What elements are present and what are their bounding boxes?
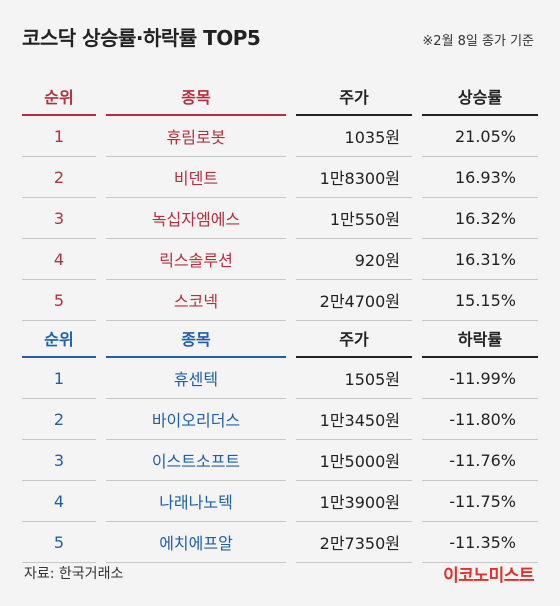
rate-header: 상승률 <box>422 78 538 116</box>
rank-header: 순위 <box>22 320 96 358</box>
rank-cell: 5 <box>22 522 96 563</box>
rank-cell: 5 <box>22 280 96 321</box>
price-cell: 1035원 <box>296 116 412 157</box>
rank-cell: 4 <box>22 239 96 280</box>
price-cell: 920원 <box>296 239 412 280</box>
brand-logo: 이코노미스트 <box>443 566 534 586</box>
name-cell: 릭스솔루션 <box>106 239 286 280</box>
name-cell: 휴림로봇 <box>106 116 286 157</box>
rate-cell: -11.76% <box>422 440 538 481</box>
rate-cell: 16.32% <box>422 198 538 239</box>
table-row: 1 휴림로봇 1035원 21.05% <box>22 116 538 157</box>
source-note: 자료: 한국거래소 <box>24 566 124 582</box>
rank-header: 순위 <box>22 78 96 116</box>
price-header: 주가 <box>296 78 412 116</box>
rate-cell: -11.35% <box>422 522 538 563</box>
name-cell: 녹십자엠에스 <box>106 198 286 239</box>
rate-cell: 15.15% <box>422 280 538 321</box>
rank-cell: 3 <box>22 198 96 239</box>
page-title: 코스닥 상승률·하락률 TOP5 <box>22 26 261 50</box>
name-cell: 비덴트 <box>106 157 286 198</box>
rank-cell: 1 <box>22 358 96 399</box>
table-row: 1 휴센텍 1505원 -11.99% <box>22 358 538 399</box>
price-cell: 1만5000원 <box>296 440 412 481</box>
gainers-header-row: 순위 종목 주가 상승률 <box>22 78 538 116</box>
name-cell: 스코넥 <box>106 280 286 321</box>
name-cell: 이스트소프트 <box>106 440 286 481</box>
rank-cell: 2 <box>22 399 96 440</box>
price-cell: 1만3450원 <box>296 399 412 440</box>
table-row: 4 릭스솔루션 920원 16.31% <box>22 239 538 280</box>
rate-cell: -11.99% <box>422 358 538 399</box>
losers-table: 순위 종목 주가 하락률 1 휴센텍 1505원 -11.99% 2 바이오리더스 1만34… <box>22 320 538 563</box>
price-cell: 2만7350원 <box>296 522 412 563</box>
rank-cell: 3 <box>22 440 96 481</box>
rate-header: 하락률 <box>422 320 538 358</box>
price-cell: 1만3900원 <box>296 481 412 522</box>
rate-cell: 16.93% <box>422 157 538 198</box>
name-header: 종목 <box>106 320 286 358</box>
date-note: ※2월 8일 종가 기준 <box>422 34 534 49</box>
name-cell: 에치에프알 <box>106 522 286 563</box>
rank-cell: 2 <box>22 157 96 198</box>
price-cell: 1505원 <box>296 358 412 399</box>
rate-cell: -11.75% <box>422 481 538 522</box>
table-row: 3 이스트소프트 1만5000원 -11.76% <box>22 440 538 481</box>
price-cell: 1만550원 <box>296 198 412 239</box>
name-cell: 바이오리더스 <box>106 399 286 440</box>
name-cell: 휴센텍 <box>106 358 286 399</box>
gainers-table: 순위 종목 주가 상승률 1 휴림로봇 1035원 21.05% 2 비덴트 1만8300원… <box>22 78 538 321</box>
rank-cell: 4 <box>22 481 96 522</box>
price-header: 주가 <box>296 320 412 358</box>
rate-cell: 16.31% <box>422 239 538 280</box>
table-row: 5 스코넥 2만4700원 15.15% <box>22 280 538 321</box>
losers-header-row: 순위 종목 주가 하락률 <box>22 320 538 358</box>
rate-cell: -11.80% <box>422 399 538 440</box>
name-cell: 나래나노텍 <box>106 481 286 522</box>
price-cell: 2만4700원 <box>296 280 412 321</box>
table-row: 2 바이오리더스 1만3450원 -11.80% <box>22 399 538 440</box>
name-header: 종목 <box>106 78 286 116</box>
price-cell: 1만8300원 <box>296 157 412 198</box>
rate-cell: 21.05% <box>422 116 538 157</box>
rank-cell: 1 <box>22 116 96 157</box>
table-row: 5 에치에프알 2만7350원 -11.35% <box>22 522 538 563</box>
table-row: 2 비덴트 1만8300원 16.93% <box>22 157 538 198</box>
table-row: 3 녹십자엠에스 1만550원 16.32% <box>22 198 538 239</box>
table-row: 4 나래나노텍 1만3900원 -11.75% <box>22 481 538 522</box>
